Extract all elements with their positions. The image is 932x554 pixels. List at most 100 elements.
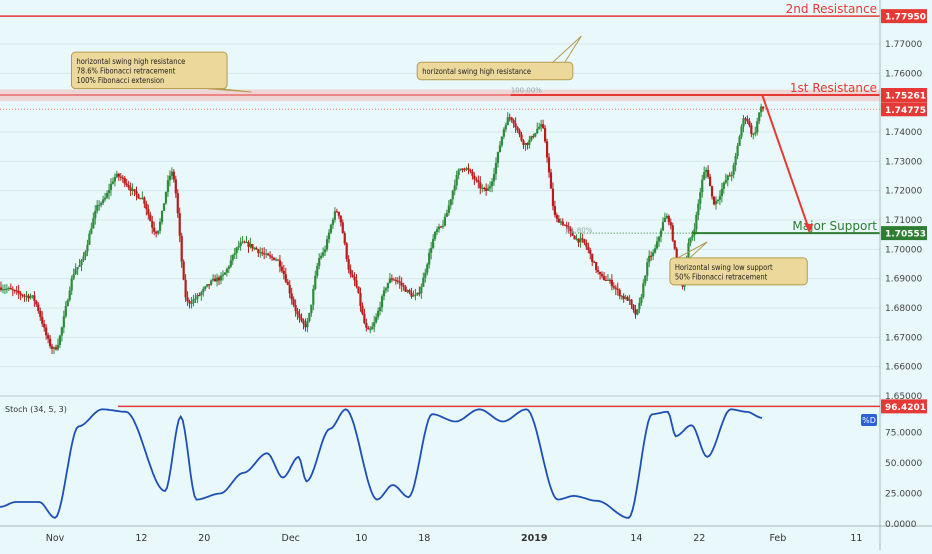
- candle-down: [188, 301, 191, 304]
- percent-d-badge-box: [861, 414, 877, 426]
- candle-up: [306, 321, 309, 328]
- callout-text: 50% Fibonacci retracement: [675, 272, 768, 281]
- candle-up: [107, 190, 111, 193]
- candle-up: [536, 128, 539, 134]
- candle-up: [82, 256, 85, 261]
- candle-down: [257, 249, 260, 253]
- candle-up: [730, 174, 733, 177]
- projection-arrow: [761, 94, 814, 234]
- candle-down: [634, 309, 637, 315]
- candle-up: [109, 183, 113, 191]
- candle-down: [595, 262, 598, 271]
- time-tick-label: 12: [135, 533, 147, 544]
- candle-down: [341, 222, 344, 233]
- candle-up: [534, 133, 537, 137]
- candle-up: [441, 225, 445, 227]
- candle-down: [153, 227, 156, 232]
- callout-box[interactable]: [70, 51, 228, 90]
- candle-up: [221, 274, 225, 276]
- candle-up: [7, 288, 10, 290]
- candle-up: [653, 248, 657, 253]
- candle-down: [510, 117, 513, 121]
- candle-up: [742, 118, 745, 127]
- candle-up: [253, 247, 256, 249]
- callout-box[interactable]: [669, 257, 808, 286]
- price-tag-current-box: [881, 102, 927, 117]
- candle-up: [663, 217, 667, 223]
- candle-down: [50, 346, 54, 349]
- candle-down: [186, 297, 189, 302]
- candle-up: [259, 252, 262, 254]
- candle-up: [455, 174, 458, 186]
- time-tick-label: Dec: [282, 533, 300, 544]
- candle-down: [597, 270, 600, 272]
- candle-up: [424, 272, 427, 278]
- candle-up: [449, 199, 452, 206]
- projection-line: [761, 94, 811, 231]
- candle-up: [369, 329, 372, 331]
- fib-label: 61.80%: [566, 227, 593, 235]
- fib-labels: 100.00% 61.80%: [511, 86, 593, 234]
- candle-down: [119, 176, 122, 178]
- time-axis[interactable]: Nov 12 20 Dec 10 18 2019 14 22 Feb 11: [46, 533, 863, 544]
- candle-down: [630, 299, 633, 305]
- candle-up: [215, 277, 219, 282]
- candle-down: [618, 289, 621, 296]
- candle-up: [375, 316, 378, 323]
- candle-down: [532, 136, 535, 138]
- candle-down: [145, 203, 148, 209]
- candle-down: [251, 244, 254, 249]
- candle-down: [155, 231, 158, 234]
- candle-down: [125, 183, 128, 186]
- candle-down: [182, 261, 185, 280]
- candle-down: [174, 179, 177, 194]
- candle-up: [241, 241, 244, 243]
- candle-down: [343, 232, 346, 244]
- candle-down: [471, 171, 474, 176]
- candle-up: [190, 302, 193, 304]
- candle-up: [638, 303, 641, 310]
- candle-down: [280, 266, 283, 271]
- candle-down: [363, 313, 366, 324]
- candle-up: [488, 186, 492, 189]
- candle-down: [47, 335, 50, 339]
- candle-down: [573, 235, 576, 240]
- candle-down: [591, 253, 594, 262]
- candle-down: [127, 185, 130, 188]
- candle-down: [270, 256, 274, 258]
- candle-down: [508, 117, 511, 119]
- candle-down: [589, 249, 592, 254]
- candle-up: [701, 179, 704, 193]
- candle-up: [665, 215, 668, 218]
- candle-down: [667, 215, 670, 223]
- candle-up: [327, 232, 331, 240]
- candle-up: [192, 299, 195, 303]
- callout-text: 100% Fibonacci extension: [76, 76, 164, 85]
- candle-up: [223, 272, 227, 275]
- candle-down: [151, 221, 154, 228]
- candle-down: [243, 241, 246, 243]
- candle-up: [714, 200, 718, 205]
- candle-up: [160, 210, 164, 222]
- candle-up: [451, 190, 454, 200]
- candle-down: [612, 286, 615, 288]
- callout-box[interactable]: [416, 61, 574, 81]
- candle-up: [219, 275, 223, 281]
- level-label-major-support: Major Support: [792, 219, 877, 233]
- candle-down: [365, 323, 368, 328]
- candle-down: [545, 141, 549, 158]
- candle-down: [398, 281, 401, 283]
- candle-down: [728, 175, 731, 177]
- candle-down: [520, 134, 523, 141]
- candle-up: [624, 297, 627, 299]
- candle-up: [606, 279, 610, 281]
- candle-down: [581, 238, 584, 240]
- candle-up: [310, 304, 313, 314]
- candle-down: [117, 173, 120, 177]
- price-tick-label: 1.74000: [885, 128, 922, 138]
- price-axis[interactable]: 1.77000 1.76000 1.74000 1.73000 1.72000 1.710…: [885, 40, 922, 402]
- candle-down: [359, 293, 362, 306]
- candle-down: [349, 269, 352, 275]
- candle-up: [170, 171, 173, 176]
